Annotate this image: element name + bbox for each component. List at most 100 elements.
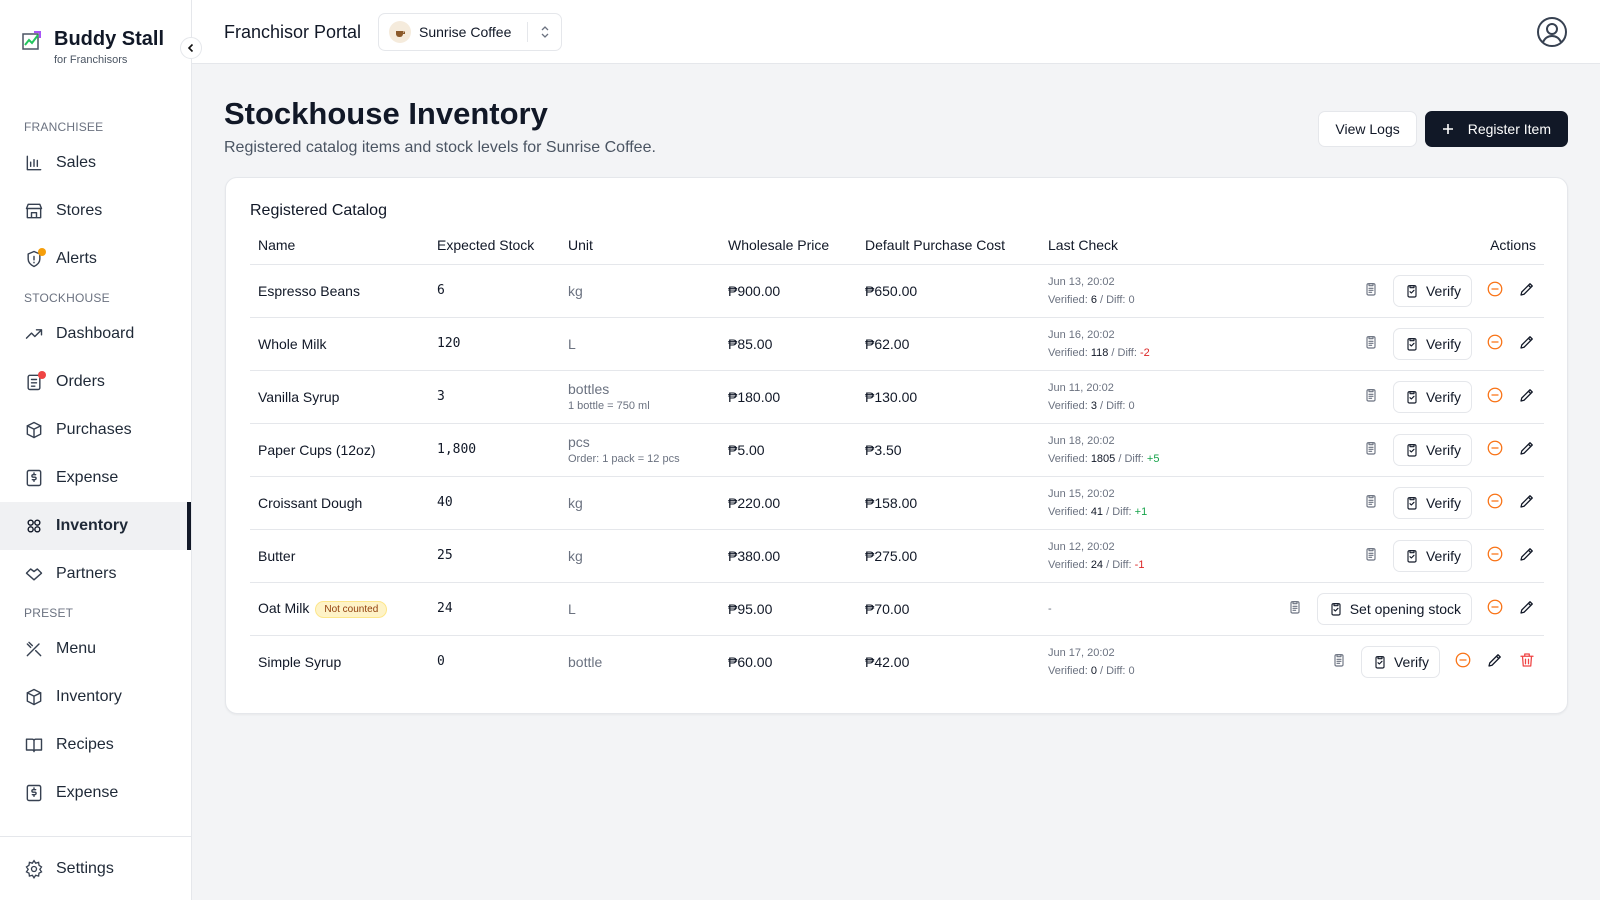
nav-item[interactable]: Orders: [0, 358, 191, 406]
wholesale-price: ₱180.00: [720, 370, 857, 424]
verify-button[interactable]: Verify: [1392, 327, 1472, 360]
table-row: Vanilla Syrup 3 bottles 1 bottle = 750 ml ₱1…: [250, 370, 1544, 424]
verified-label: Verified:: [1048, 452, 1088, 465]
diff-label: / Diff:: [1100, 399, 1126, 412]
store-selector[interactable]: Sunrise Coffee: [378, 13, 562, 51]
unit: pcs: [568, 434, 590, 450]
adjust-button[interactable]: [1486, 280, 1504, 301]
collapse-button[interactable]: [180, 37, 202, 59]
unit: L: [568, 335, 576, 352]
column-header: Unit: [560, 226, 720, 265]
verified-count: 41: [1090, 505, 1104, 518]
nav-item[interactable]: Settings: [0, 845, 191, 893]
notes-button[interactable]: [1363, 281, 1379, 300]
expected-stock: 3: [429, 370, 560, 424]
notes-button[interactable]: [1363, 546, 1379, 565]
verify-button[interactable]: Verify: [1392, 274, 1472, 307]
notes-button[interactable]: [1287, 599, 1303, 618]
button-label: Verify: [1425, 441, 1461, 458]
nav-item[interactable]: Partners: [0, 550, 191, 598]
edit-button[interactable]: [1518, 492, 1536, 513]
nav-label: Inventory: [56, 517, 129, 534]
diff-value: +5: [1146, 452, 1160, 465]
notes-button[interactable]: [1363, 387, 1379, 406]
register-item-button[interactable]: Register Item: [1424, 111, 1568, 147]
unit-note: Order: 1 pack = 12 pcs: [568, 453, 680, 465]
nav-item[interactable]: Expense: [0, 769, 191, 817]
nav-section-title: PRESET: [24, 606, 74, 620]
notes-button[interactable]: [1363, 334, 1379, 353]
adjust-button[interactable]: [1486, 386, 1504, 407]
edit-button[interactable]: [1518, 545, 1536, 566]
unit: kg: [568, 494, 583, 511]
verified-count: 3: [1090, 399, 1097, 412]
button-label: View Logs: [1335, 121, 1400, 137]
edit-button[interactable]: [1518, 333, 1536, 354]
actions: Verify: [1238, 327, 1536, 360]
view-logs-button[interactable]: View Logs: [1318, 111, 1417, 147]
verified-label: Verified:: [1048, 505, 1088, 518]
edit-button[interactable]: [1518, 386, 1536, 407]
purchase-cost: ₱650.00: [857, 264, 1040, 318]
edit-button[interactable]: [1518, 598, 1536, 619]
nav-item[interactable]: Menu: [0, 625, 191, 673]
actions: Verify: [1238, 433, 1536, 466]
name-cell: Whole Milk: [250, 317, 429, 371]
adjust-button[interactable]: [1486, 439, 1504, 460]
edit-button[interactable]: [1518, 280, 1536, 301]
verify-button[interactable]: Verify: [1392, 433, 1472, 466]
edit-button[interactable]: [1486, 651, 1504, 672]
nav-item[interactable]: Dashboard: [0, 310, 191, 358]
adjust-button[interactable]: [1454, 651, 1472, 672]
last-check: -: [1040, 582, 1230, 636]
verified-count: 24: [1090, 558, 1104, 571]
button-label: Verify: [1425, 494, 1461, 511]
diff-value: 0: [1128, 293, 1135, 306]
expected-stock: 24: [429, 582, 560, 636]
verify-button[interactable]: Verify: [1392, 486, 1472, 519]
purchase-cost: ₱42.00: [865, 653, 910, 670]
last-check: Jun 16, 20:02 Verified: 118 / Diff: -2: [1040, 317, 1230, 371]
adjust-button[interactable]: [1486, 545, 1504, 566]
last-check: Jun 13, 20:02 Verified: 6 / Diff: 0: [1040, 264, 1230, 318]
adjust-button[interactable]: [1486, 492, 1504, 513]
button-label: Verify: [1425, 547, 1461, 564]
nav: FRANCHISEE Sales Stores Alerts STOCKHOUSE Das…: [0, 112, 191, 817]
verify-button[interactable]: Verify: [1392, 539, 1472, 572]
nav-item[interactable]: Alerts: [0, 235, 191, 283]
check-date: Jun 15, 20:02: [1048, 487, 1115, 500]
actions-cell: Verify: [1230, 529, 1544, 583]
notes-button[interactable]: [1331, 652, 1347, 671]
nav-item[interactable]: Stores: [0, 187, 191, 235]
purchase-cost: ₱70.00: [857, 582, 1040, 636]
nav-item[interactable]: Inventory: [0, 502, 191, 550]
unit-cell: pcs Order: 1 pack = 12 pcs: [560, 423, 720, 477]
check-empty: -: [1048, 602, 1052, 615]
catalog-card: Registered Catalog Name Expected Stock Uni…: [225, 177, 1568, 714]
nav-item[interactable]: Sales: [0, 139, 191, 187]
table-row: Whole Milk 120 L ₱85.00 ₱62.00 Jun 16, 20:02 V…: [250, 317, 1544, 371]
name-cell: Simple Syrup: [250, 635, 429, 688]
nav-item[interactable]: Inventory: [0, 673, 191, 721]
nav-item[interactable]: Expense: [0, 454, 191, 502]
verify-button[interactable]: Set opening stock: [1316, 592, 1472, 625]
name-cell: Oat Milk Not counted: [250, 582, 429, 636]
nav-label: Menu: [56, 640, 97, 657]
unit: bottles: [568, 381, 610, 397]
notes-button[interactable]: [1363, 440, 1379, 459]
user-avatar[interactable]: [1536, 16, 1568, 48]
verify-button[interactable]: Verify: [1392, 380, 1472, 413]
nav-item[interactable]: Recipes: [0, 721, 191, 769]
item-name: Whole Milk: [258, 335, 327, 352]
notes-button[interactable]: [1363, 493, 1379, 512]
adjust-button[interactable]: [1486, 598, 1504, 619]
actions: Verify: [1238, 486, 1536, 519]
nav-item[interactable]: Purchases: [0, 406, 191, 454]
nav-label: Partners: [56, 565, 117, 582]
adjust-button[interactable]: [1486, 333, 1504, 354]
verify-button[interactable]: Verify: [1360, 645, 1440, 678]
delete-button[interactable]: [1518, 651, 1536, 672]
edit-button[interactable]: [1518, 439, 1536, 460]
table-body: Espresso Beans 6 kg ₱900.00 ₱650.00 Jun 13, 2…: [250, 264, 1544, 688]
item-name: Simple Syrup: [258, 653, 342, 670]
